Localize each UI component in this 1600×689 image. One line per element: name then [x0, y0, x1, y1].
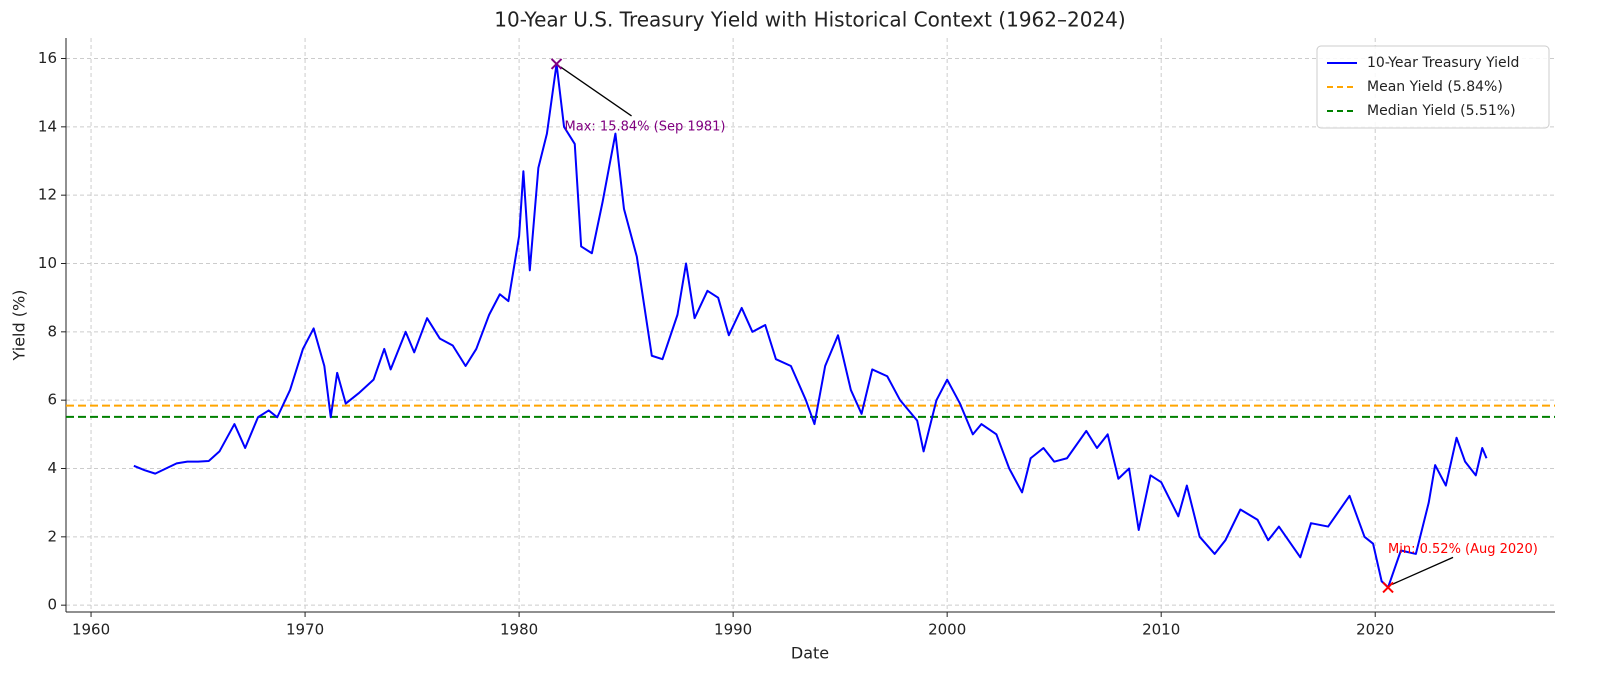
- x-tick-label: 2010: [1142, 621, 1180, 639]
- legend-label: Mean Yield (5.84%): [1367, 79, 1503, 95]
- legend-label: 10-Year Treasury Yield: [1367, 55, 1519, 71]
- legend-label: Median Yield (5.51%): [1367, 103, 1516, 119]
- annotation-marker: [550, 58, 563, 70]
- x-tick-label: 1980: [500, 621, 538, 639]
- annotation-text: Min: 0.52% (Aug 2020): [1388, 542, 1538, 557]
- x-tick-label: 1960: [72, 621, 110, 639]
- y-tick-label: 14: [38, 117, 57, 135]
- y-tick-label: 12: [38, 186, 57, 204]
- chart-title: 10-Year U.S. Treasury Yield with Histori…: [494, 8, 1125, 32]
- annotation-arrow: [1391, 556, 1454, 585]
- x-tick-label: 1970: [286, 621, 324, 639]
- annotation-arrow: [560, 66, 632, 117]
- marker-stroke: [1382, 581, 1394, 594]
- y-tick-label: 16: [38, 49, 57, 67]
- x-tick-label: 2000: [928, 621, 966, 639]
- y-axis-label: Yield (%): [10, 290, 29, 362]
- data-line: [133, 62, 1488, 589]
- y-tick-label: 10: [38, 254, 57, 272]
- x-tick-label: 2020: [1356, 621, 1394, 639]
- y-tick-label: 4: [47, 459, 57, 477]
- y-tick-label: 8: [47, 322, 57, 340]
- legend-box: [1316, 45, 1550, 129]
- y-tick-label: 2: [47, 527, 57, 545]
- annotation-marker: [1382, 581, 1394, 594]
- x-axis-label: Date: [791, 644, 829, 663]
- annotation-text: Max: 15.84% (Sep 1981): [565, 119, 726, 134]
- y-tick-label: 0: [47, 596, 57, 614]
- marker-stroke: [550, 58, 563, 70]
- x-tick-label: 1990: [714, 621, 752, 639]
- y-tick-label: 6: [47, 391, 57, 409]
